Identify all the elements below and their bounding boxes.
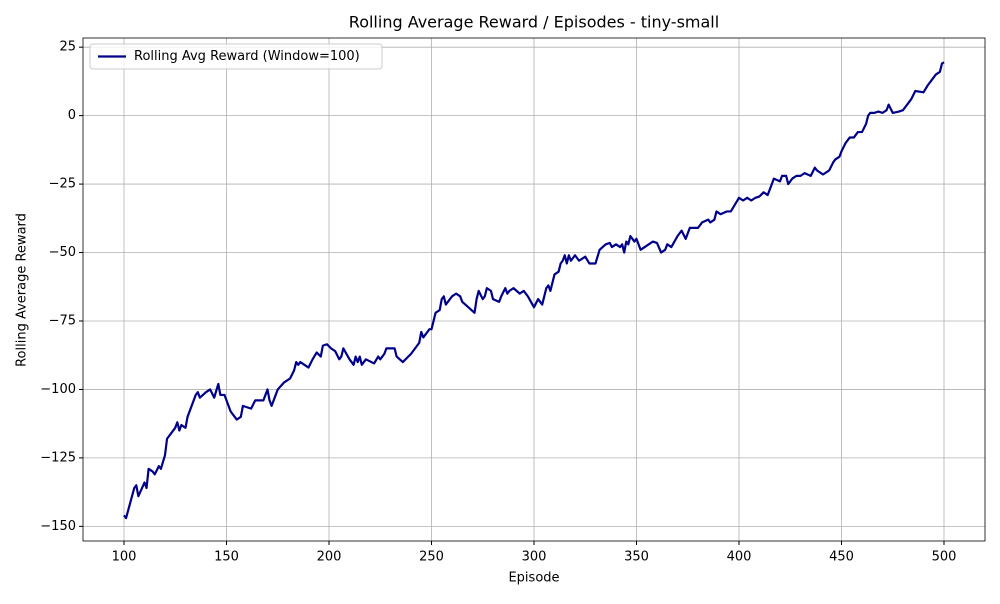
x-tick-label: 100 (112, 550, 137, 565)
legend-box (89, 43, 383, 70)
legend-label: Rolling Avg Reward (Window=100) (134, 49, 360, 64)
x-tick-label: 250 (419, 550, 444, 565)
y-tick-label: −150 (40, 519, 76, 534)
x-tick-label: 350 (624, 550, 649, 565)
legend: Rolling Avg Reward (Window=100) (89, 43, 383, 70)
y-tick-label: −25 (49, 177, 76, 192)
y-axis-label: Rolling Average Reward (15, 213, 30, 367)
y-tick-label: −50 (49, 245, 76, 260)
x-axis-label: Episode (508, 571, 559, 586)
x-tick-label: 300 (522, 550, 547, 565)
y-tick-label: −100 (40, 382, 76, 397)
x-tick-label: 450 (829, 550, 854, 565)
chart-title: Rolling Average Reward / Episodes - tiny… (349, 13, 719, 32)
x-tick-label: 400 (727, 550, 752, 565)
y-tick-label: 0 (68, 108, 76, 123)
y-tick-label: −125 (40, 450, 76, 465)
series-line (123, 61, 945, 520)
x-tick-label: 500 (932, 550, 957, 565)
plot (123, 61, 945, 520)
x-tick-label: 200 (317, 550, 342, 565)
y-tick-label: −75 (49, 313, 76, 328)
y-tick-label: 25 (59, 40, 76, 55)
x-tick-label: 150 (214, 550, 239, 565)
grid (83, 38, 985, 541)
